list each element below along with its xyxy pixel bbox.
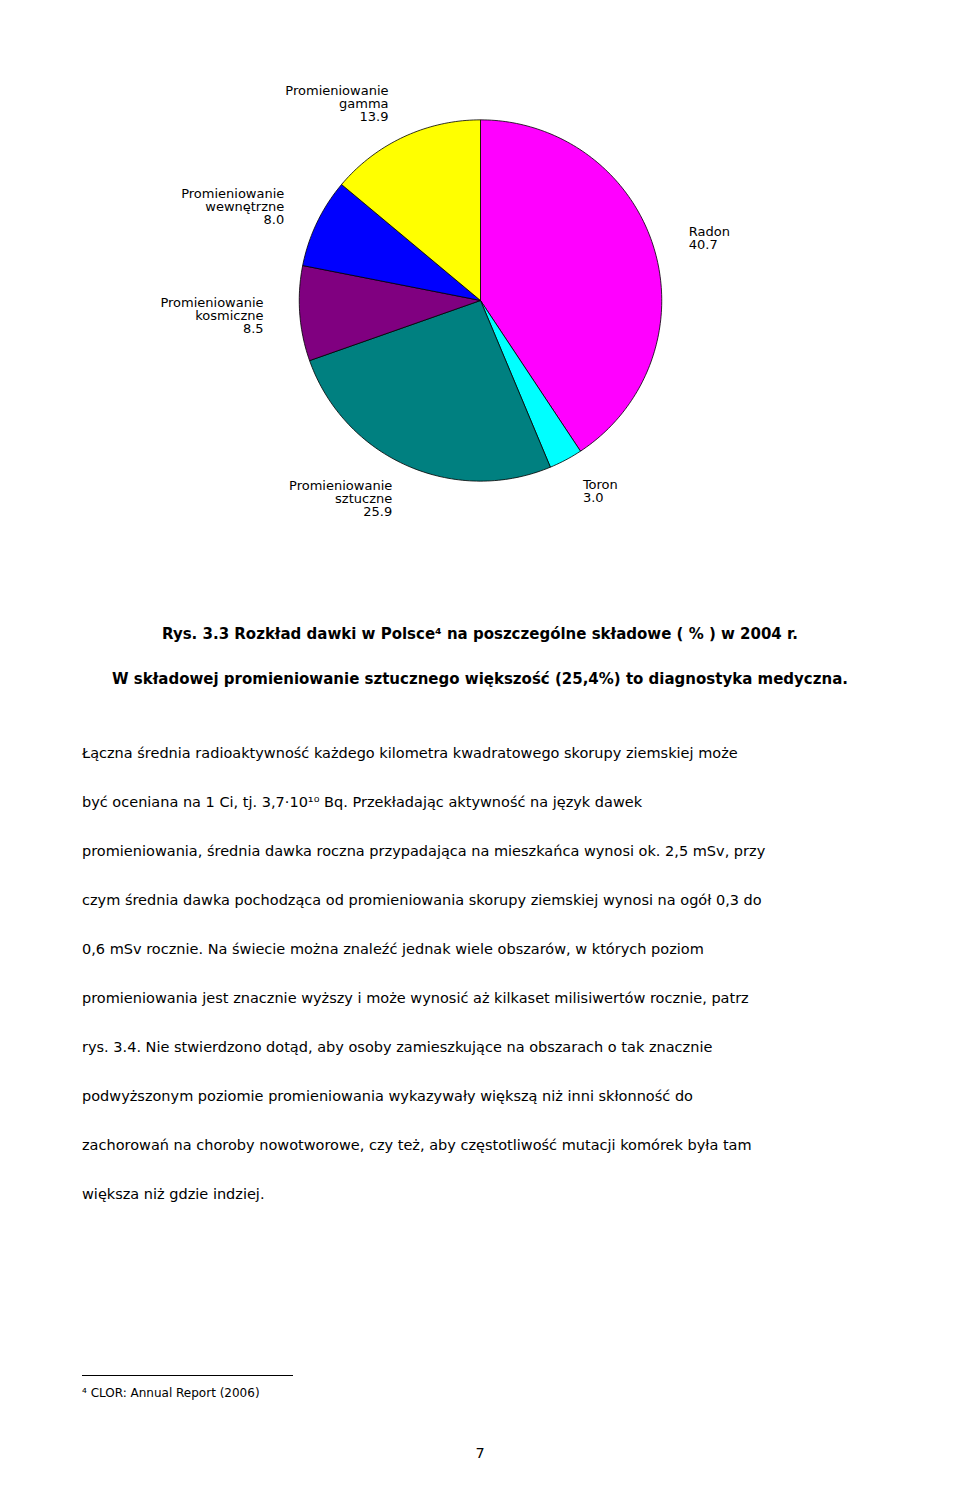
svg-text:Radon40.7: Radon40.7 xyxy=(689,224,730,252)
svg-text:Toron3.0: Toron3.0 xyxy=(582,477,618,505)
svg-text:Promieniowaniesztuczne25.9: Promieniowaniesztuczne25.9 xyxy=(289,478,392,519)
html-text:7: 7 xyxy=(475,1445,485,1461)
html-text:Rys. 3.3 Rozkład dawki w Polsc: Rys. 3.3 Rozkład dawki w Polsce⁴ na posz… xyxy=(162,625,798,643)
html-text:0,6 mSv rocznie. Na świecie mo: 0,6 mSv rocznie. Na świecie można znaleź… xyxy=(82,941,704,957)
html-text:Łączna średnia radioaktywność: Łączna średnia radioaktywność każdego ki… xyxy=(82,745,738,761)
html-text:⁴ CLOR: Annual Report (2006): ⁴ CLOR: Annual Report (2006) xyxy=(82,1386,260,1400)
html-text:czym średnia dawka pochodząca: czym średnia dawka pochodząca od promien… xyxy=(82,892,762,908)
svg-text:Promieniowaniegamma13.9: Promieniowaniegamma13.9 xyxy=(285,83,388,124)
html-text:promieniowania, średnia dawka: promieniowania, średnia dawka roczna prz… xyxy=(82,843,766,859)
svg-text:Promieniowaniewewnętrzne8.0: Promieniowaniewewnętrzne8.0 xyxy=(181,186,284,227)
svg-text:Promieniowaniekosmiczne8.5: Promieniowaniekosmiczne8.5 xyxy=(160,295,263,336)
html-text:zachorowań na choroby nowotwor: zachorowań na choroby nowotworowe, czy t… xyxy=(82,1137,752,1153)
html-text:rys. 3.4. Nie stwierdzono dotą: rys. 3.4. Nie stwierdzono dotąd, aby oso… xyxy=(82,1039,713,1055)
html-text:W składowej promieniowanie szt: W składowej promieniowanie sztucznego wi… xyxy=(112,670,848,688)
html-text:podwyższonym poziomie promieni: podwyższonym poziomie promieniowania wyk… xyxy=(82,1088,693,1104)
html-text:być oceniana na 1 Ci, tj. 3,7·: być oceniana na 1 Ci, tj. 3,7·10¹⁰ Bq. P… xyxy=(82,794,643,810)
html-text:promieniowania jest znacznie w: promieniowania jest znacznie wyższy i mo… xyxy=(82,990,749,1006)
html-text:większa niż gdzie indziej.: większa niż gdzie indziej. xyxy=(82,1186,265,1202)
